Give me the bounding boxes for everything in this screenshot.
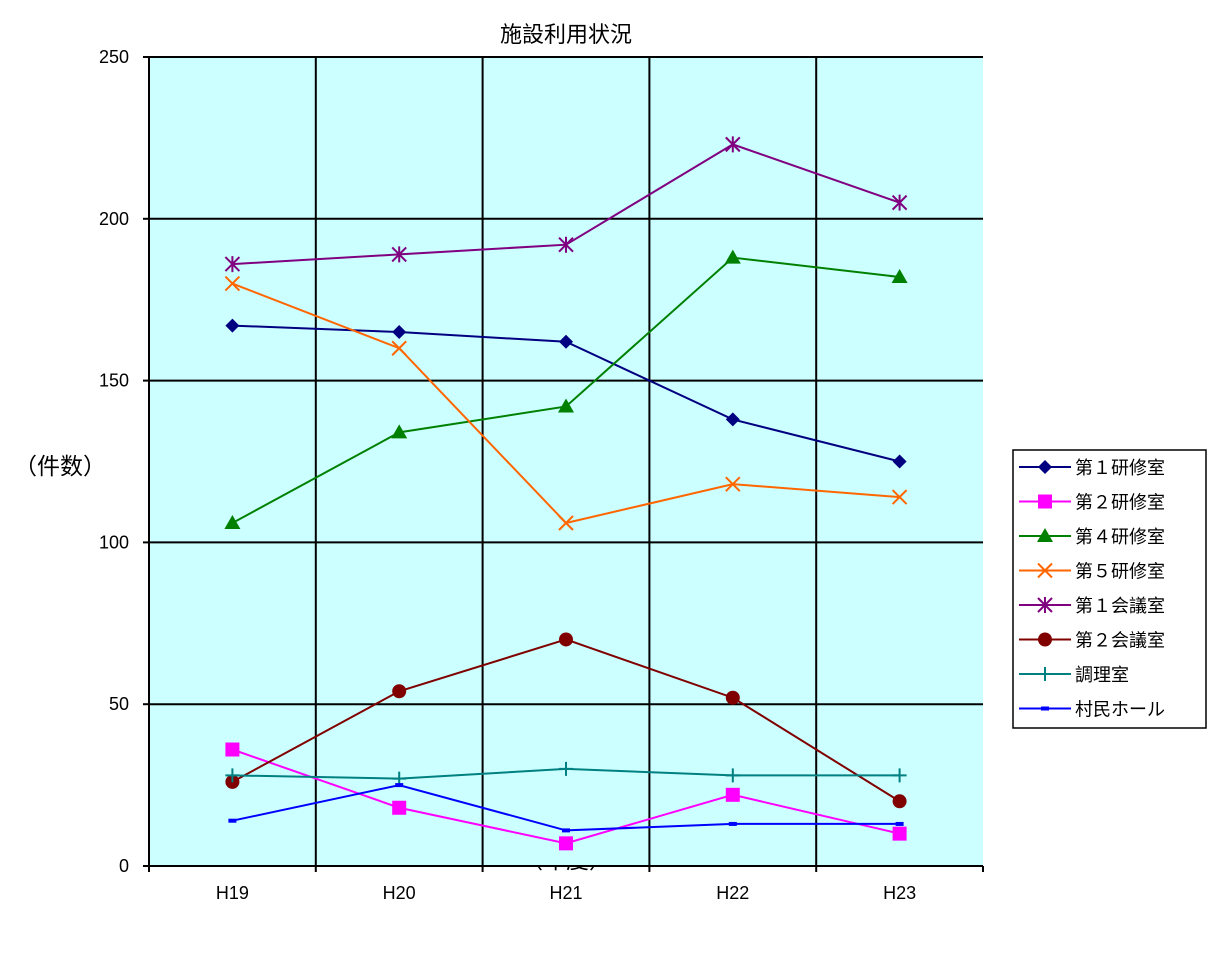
legend-label: 第２会議室 [1075, 631, 1165, 652]
data-point [225, 742, 240, 757]
data-point [725, 690, 740, 705]
data-point [725, 136, 741, 153]
x-tick-label: H22 [716, 883, 749, 903]
series-5 [224, 136, 908, 273]
data-point [892, 826, 907, 841]
legend-label: 村民ホール [1075, 700, 1165, 721]
chart-title: 施設利用状況 [500, 23, 632, 48]
series-3 [224, 249, 908, 529]
data-point [891, 194, 908, 211]
legend-marker [1037, 597, 1053, 613]
legend-label: 第２研修室 [1075, 493, 1165, 514]
legend-marker [1037, 562, 1053, 579]
data-point [891, 269, 908, 284]
legend-item: 村民ホール [1019, 700, 1165, 721]
y-tick-label: 150 [99, 371, 129, 391]
x-tick-label: H19 [216, 883, 249, 903]
data-point [558, 398, 574, 413]
data-point [559, 836, 573, 851]
data-point [228, 818, 237, 823]
legend-label: 第１会議室 [1075, 596, 1165, 617]
data-point [225, 318, 240, 333]
legend-marker [1041, 706, 1049, 711]
y-tick-label: 250 [99, 47, 129, 67]
series-8 [228, 783, 904, 833]
series-6 [225, 632, 907, 809]
legend-label: 調理室 [1075, 665, 1129, 686]
plot-area [149, 57, 983, 866]
data-point [395, 783, 404, 788]
legend-item: 第１研修室 [1019, 458, 1165, 479]
y-tick-label: 0 [119, 856, 129, 876]
data-point [892, 794, 907, 809]
legend-marker [1038, 632, 1052, 647]
x-tick-label: H20 [383, 883, 416, 903]
legend-marker [1038, 460, 1052, 474]
data-point [391, 424, 408, 439]
legend-label: 第１研修室 [1075, 458, 1165, 479]
data-point [558, 236, 574, 253]
data-point [224, 256, 241, 273]
data-point [725, 768, 740, 783]
axes [143, 56, 984, 872]
data-point [391, 340, 407, 356]
legend-item: 第２研修室 [1019, 493, 1165, 514]
data-point [559, 761, 573, 776]
data-point [562, 828, 570, 833]
legend-item: 第５研修室 [1019, 562, 1165, 583]
tick-labels: 0 50 100 150 200 250 H19 H20 H21 H22 H23 [99, 47, 916, 903]
series-4 [224, 275, 908, 531]
data-point [725, 476, 741, 492]
legend-item: 第４研修室 [1019, 527, 1165, 548]
series-2 [225, 742, 907, 851]
data-point [559, 334, 573, 349]
data-point [392, 684, 407, 699]
legend-label: 第４研修室 [1075, 527, 1165, 548]
data-point [724, 249, 741, 264]
data-point [559, 632, 573, 647]
data-point [725, 412, 740, 427]
data-point [391, 246, 407, 263]
legend-item: 調理室 [1019, 665, 1129, 686]
data-point [725, 787, 740, 802]
legend-label: 第５研修室 [1075, 562, 1165, 583]
y-tick-label: 50 [109, 694, 129, 714]
data-point [892, 768, 907, 783]
x-tick-label: H21 [549, 883, 582, 903]
y-axis-title: （件数） [14, 454, 106, 480]
x-tick-label: H23 [883, 883, 916, 903]
data-point [728, 821, 737, 826]
legend-item: 第１会議室 [1019, 596, 1165, 617]
data-point [392, 800, 407, 815]
y-tick-label: 200 [99, 209, 129, 229]
legend-item: 第２会議室 [1019, 631, 1165, 652]
series-lines [224, 136, 908, 851]
series-1 [225, 318, 907, 469]
data-point [892, 454, 907, 469]
legend-marker [1038, 494, 1052, 509]
data-point [225, 768, 240, 783]
legend-marker [1038, 667, 1052, 681]
data-point [895, 821, 904, 826]
data-point [891, 489, 908, 505]
data-point [224, 275, 241, 292]
gridlines [149, 56, 983, 866]
data-point [224, 514, 241, 529]
data-point [392, 325, 407, 340]
legend-marker [1037, 528, 1053, 542]
y-tick-label: 100 [99, 532, 129, 552]
data-point [558, 515, 574, 531]
